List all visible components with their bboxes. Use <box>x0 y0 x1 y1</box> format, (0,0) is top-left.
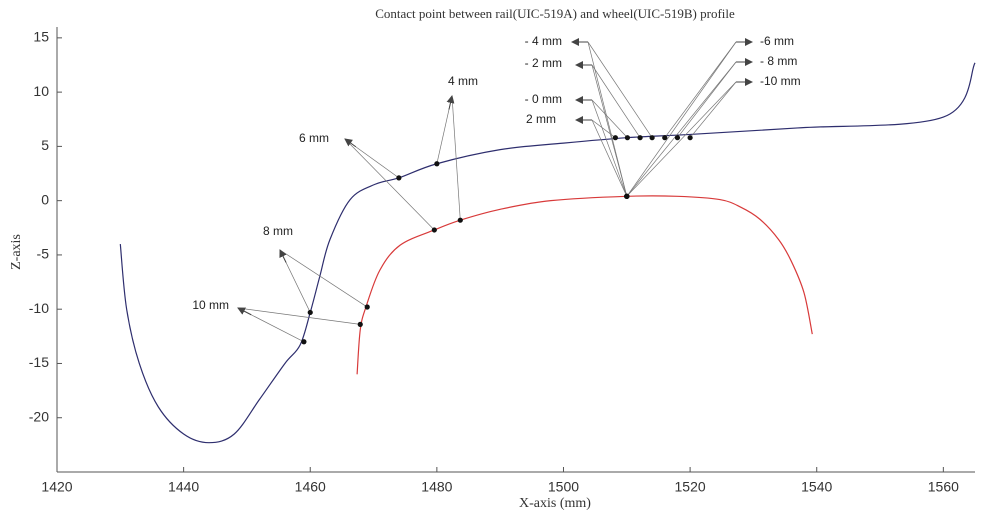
wheel-contact-point <box>637 135 642 140</box>
chart: Contact point between rail(UIC-519A) and… <box>0 0 989 519</box>
contact-label: 6 mm <box>299 131 329 145</box>
rail-contact-point <box>432 227 437 232</box>
contact-label: -6 mm <box>760 34 794 48</box>
x-axis-label: X-axis (mm) <box>519 496 591 511</box>
leader-line <box>345 139 434 230</box>
wheel-contact-point <box>650 135 655 140</box>
rail-contact-point <box>358 322 363 327</box>
leader-line <box>592 120 615 138</box>
wheel-contact-point <box>675 135 680 140</box>
x-tick-label: 1420 <box>41 479 72 495</box>
y-tick-label: -10 <box>29 300 49 316</box>
leader-line <box>627 82 736 196</box>
wheel-contact-point <box>396 175 401 180</box>
x-tick-label: 1540 <box>801 479 832 495</box>
contact-label: - 8 mm <box>760 54 797 68</box>
y-tick-label: 5 <box>41 137 49 153</box>
y-tick-label: -20 <box>29 408 49 424</box>
leader-line <box>238 308 360 324</box>
rail-contact-point <box>624 194 629 199</box>
x-tick-label: 1560 <box>928 479 959 495</box>
wheel-contact-point <box>434 161 439 166</box>
contact-label: - 0 mm <box>525 92 562 106</box>
leader-line <box>627 62 736 196</box>
leader-line <box>588 42 652 138</box>
contact-label: 10 mm <box>192 298 229 312</box>
arrow <box>449 96 452 110</box>
wheel-contact-point <box>301 339 306 344</box>
contact-label: 2 mm <box>526 112 556 126</box>
x-tick-label: 1460 <box>295 479 326 495</box>
chart-title: Contact point between rail(UIC-519A) and… <box>375 6 735 21</box>
contact-label: - 2 mm <box>525 56 562 70</box>
leader-line <box>592 100 627 196</box>
x-tick-label: 1520 <box>675 479 706 495</box>
y-tick-label: 15 <box>33 29 49 45</box>
y-tick-label: 10 <box>33 83 49 99</box>
contact-label: -10 mm <box>760 74 801 88</box>
arrow <box>345 139 356 147</box>
y-axis-label: Z-axis <box>9 234 24 270</box>
page: Contact point between rail(UIC-519A) and… <box>0 0 989 519</box>
leader-line <box>665 42 736 138</box>
x-tick-label: 1500 <box>548 479 579 495</box>
profile-line <box>357 196 812 374</box>
leader-line <box>592 65 640 138</box>
wheel-contact-point <box>613 135 618 140</box>
wheel-contact-point <box>688 135 693 140</box>
wheel-contact-point <box>308 310 313 315</box>
x-tick-label: 1440 <box>168 479 199 495</box>
y-tick-label: -5 <box>37 246 50 262</box>
rail-contact-point <box>365 304 370 309</box>
rail-contact-point <box>458 218 463 223</box>
contact-label: - 4 mm <box>525 34 562 48</box>
contact-label: 4 mm <box>448 74 478 88</box>
y-tick-label: 0 <box>41 191 49 207</box>
y-tick-label: -15 <box>29 354 49 370</box>
wheel-contact-point <box>662 135 667 140</box>
x-tick-label: 1480 <box>421 479 452 495</box>
wheel-contact-point <box>625 135 630 140</box>
contact-label: 8 mm <box>263 224 293 238</box>
leader-line <box>627 42 736 196</box>
